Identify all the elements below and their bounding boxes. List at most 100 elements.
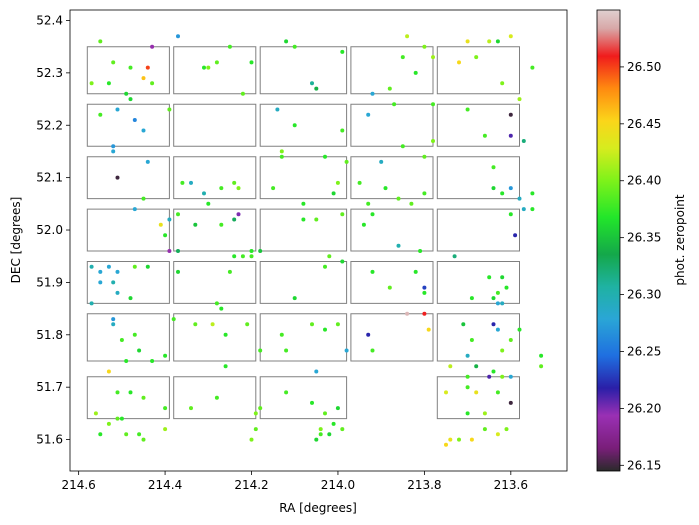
data-point	[115, 290, 120, 295]
data-point	[227, 269, 232, 274]
data-point	[202, 191, 206, 196]
data-point	[150, 81, 155, 86]
data-point	[106, 264, 111, 269]
data-point	[98, 112, 103, 117]
data-point	[214, 301, 219, 306]
colorbar-tick-label: 26.30	[627, 288, 661, 302]
footprint	[86, 261, 170, 304]
y-axis-label: DEC [degrees]	[9, 197, 23, 284]
data-point	[422, 44, 427, 49]
data-point	[521, 139, 526, 143]
data-point	[400, 144, 405, 149]
data-point	[422, 154, 427, 159]
data-point	[180, 180, 185, 185]
data-point	[539, 353, 544, 358]
data-point	[340, 259, 345, 264]
data-point	[115, 390, 120, 395]
footprint	[259, 156, 348, 200]
footprint	[86, 46, 170, 95]
data-point	[171, 317, 176, 322]
data-point	[331, 421, 336, 426]
data-point	[249, 60, 254, 65]
data-point	[115, 416, 120, 421]
data-point	[202, 65, 206, 70]
data-point	[163, 233, 168, 238]
data-point	[469, 338, 474, 342]
data-point	[141, 196, 146, 201]
footprint	[86, 313, 170, 362]
data-point	[119, 416, 124, 421]
data-point	[409, 201, 414, 206]
data-point	[163, 406, 168, 411]
colorbar-tick-label: 26.35	[627, 231, 661, 245]
x-axis-label: RA [degrees]	[279, 501, 357, 515]
x-tick-label: 213.6	[494, 478, 528, 492]
data-point	[145, 159, 150, 164]
data-point	[275, 107, 280, 112]
footprint	[350, 208, 434, 252]
data-point	[340, 427, 345, 432]
data-point	[145, 264, 150, 269]
data-point	[232, 217, 237, 222]
data-point	[98, 432, 103, 437]
data-point	[396, 243, 401, 248]
data-point	[448, 364, 453, 369]
data-point	[89, 264, 94, 269]
data-point	[232, 180, 237, 185]
data-point	[500, 301, 505, 306]
data-point	[457, 60, 461, 65]
data-point	[98, 269, 103, 274]
x-axis-ticks: 214.6 214.4 214.2 214.0 213.8 213.6	[61, 471, 528, 492]
footprint	[436, 46, 520, 95]
data-point	[396, 196, 401, 201]
data-point	[163, 427, 168, 432]
data-point	[366, 112, 371, 117]
data-point	[379, 159, 384, 164]
footprint	[173, 156, 257, 200]
data-point	[340, 128, 345, 133]
data-point	[461, 322, 466, 327]
data-point	[487, 374, 492, 379]
data-point	[132, 332, 137, 337]
data-point	[495, 432, 500, 437]
data-point	[236, 186, 241, 191]
footprint	[350, 261, 434, 304]
data-point	[383, 186, 388, 191]
data-point	[504, 285, 509, 290]
data-point	[340, 49, 345, 54]
data-point	[271, 186, 276, 191]
data-point	[310, 322, 314, 327]
data-point	[405, 34, 410, 39]
data-point	[111, 317, 116, 322]
data-point	[517, 97, 522, 102]
data-point	[301, 201, 306, 206]
data-point	[361, 222, 366, 227]
data-point	[132, 207, 137, 212]
footprint	[350, 156, 434, 200]
x-tick-label: 214.2	[234, 478, 268, 492]
data-point	[457, 437, 461, 442]
data-point	[508, 338, 513, 342]
data-point	[318, 432, 323, 437]
data-point	[314, 369, 319, 374]
data-point	[452, 254, 457, 259]
colorbar-label: phot. zeropoint	[673, 194, 687, 285]
footprint	[173, 208, 257, 252]
data-point	[422, 311, 427, 316]
data-point	[193, 322, 198, 327]
data-point	[387, 86, 392, 91]
data-point	[323, 411, 327, 416]
footprint	[350, 103, 434, 147]
y-tick-label: 51.6	[36, 433, 63, 447]
data-point	[141, 437, 146, 442]
x-tick-label: 214.6	[61, 478, 95, 492]
data-point	[115, 175, 120, 180]
data-point	[335, 180, 340, 185]
data-point	[236, 212, 241, 217]
data-point	[223, 332, 228, 337]
footprint	[436, 313, 520, 362]
footprint	[173, 103, 257, 147]
data-point	[115, 269, 120, 274]
footprint	[259, 46, 348, 95]
